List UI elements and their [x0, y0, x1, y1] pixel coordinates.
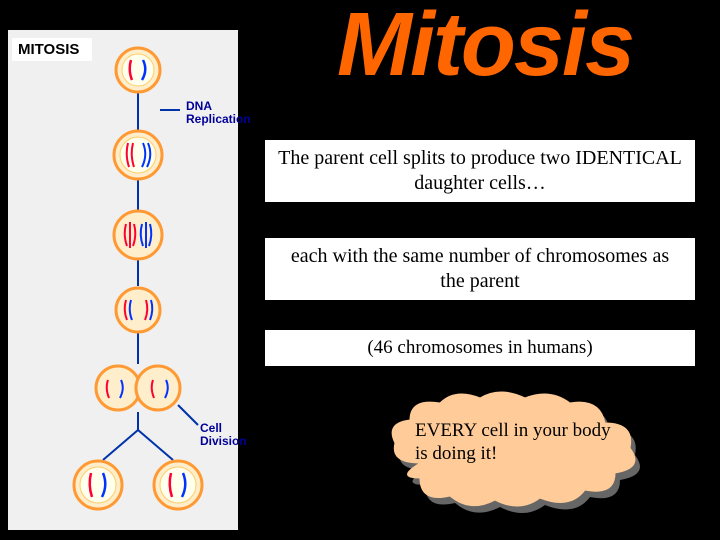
- text-paragraph-2: each with the same number of chromosomes…: [265, 238, 695, 300]
- mitosis-header-label: MITOSIS: [12, 38, 92, 61]
- dna-replication-label: DNAReplication: [186, 100, 251, 126]
- text-paragraph-1: The parent cell splits to produce two ID…: [265, 140, 695, 202]
- cell-division-label: CellDivision: [200, 422, 247, 448]
- text-paragraph-3: (46 chromosomes in humans): [265, 330, 695, 366]
- cloud-text: EVERY cell in your body is doing it!: [415, 420, 615, 466]
- slide-title: Mitosis: [255, 0, 715, 97]
